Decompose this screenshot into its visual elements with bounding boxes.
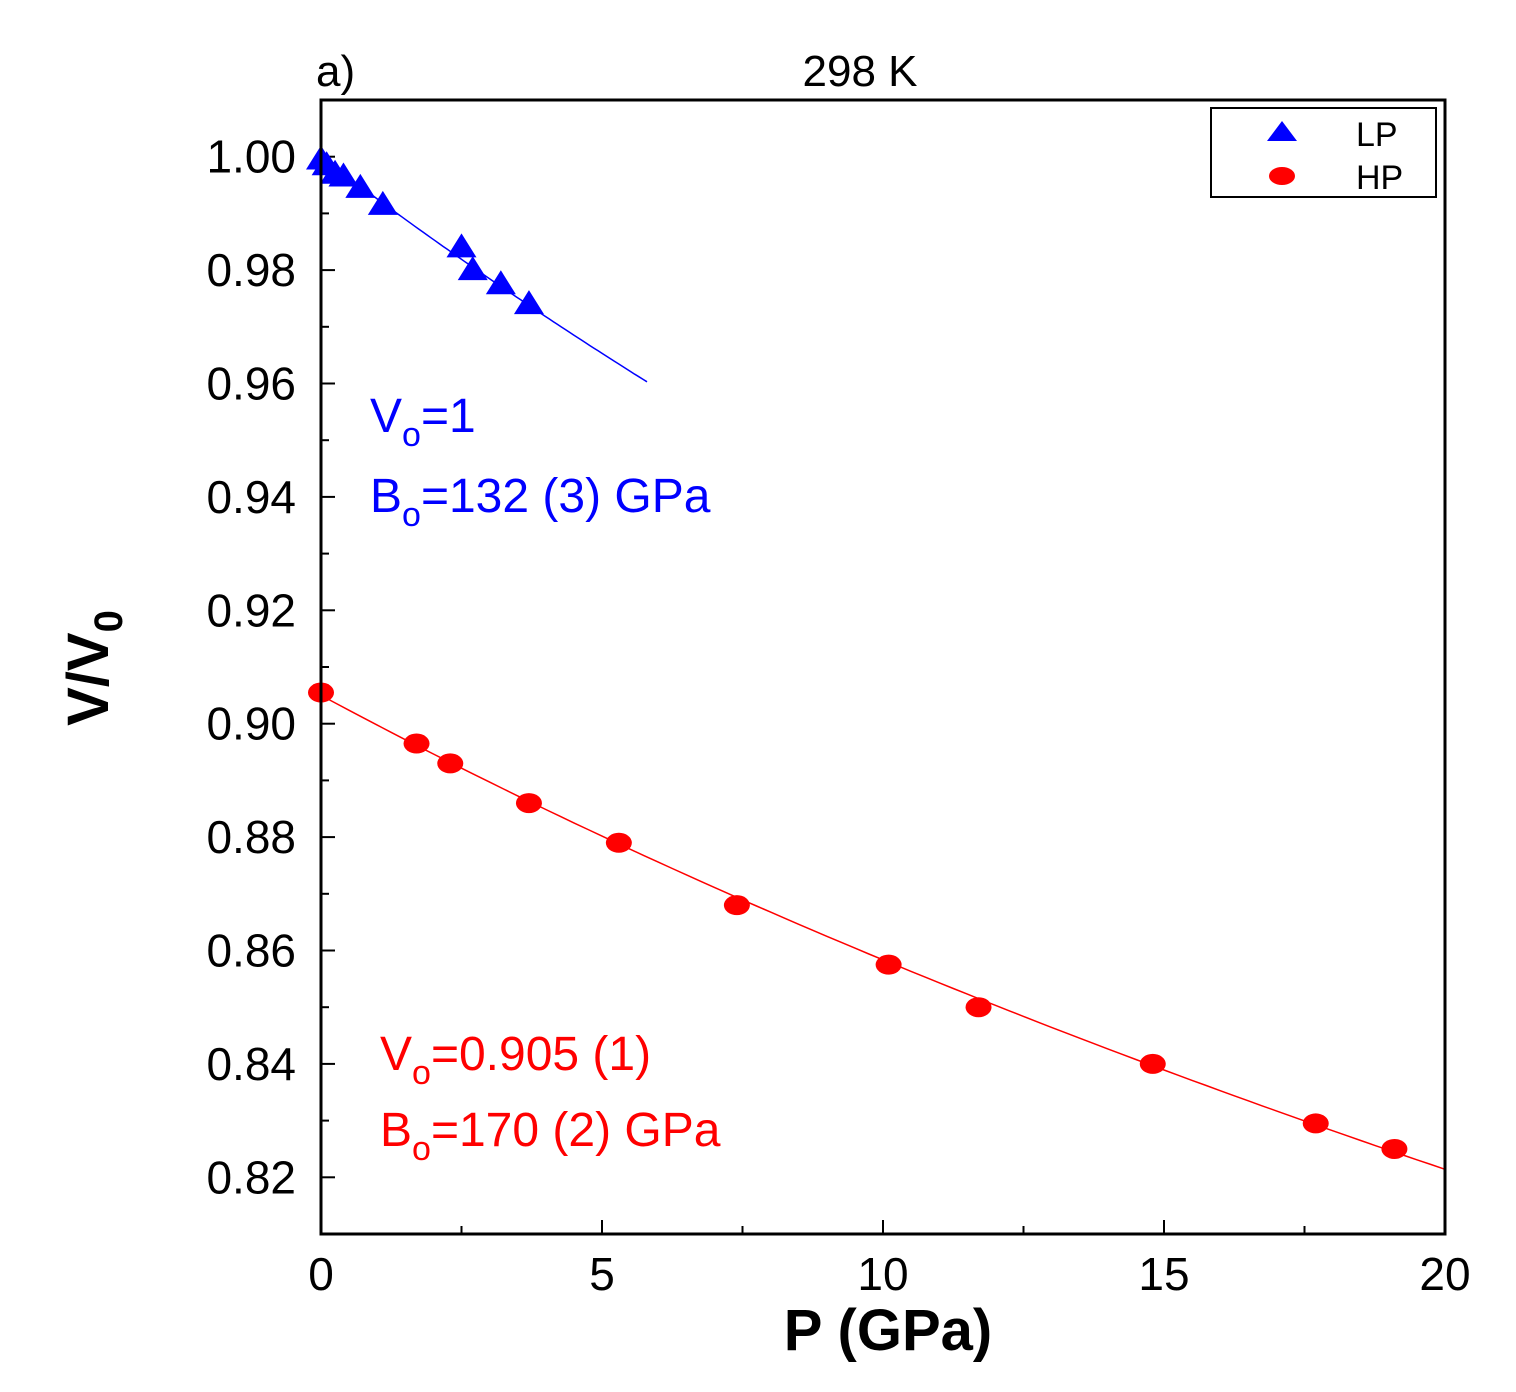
fit-curve-hp xyxy=(320,694,1446,1171)
chart-title: 298 K xyxy=(803,47,918,96)
legend-box xyxy=(1210,107,1437,198)
x-tick-labels: 0 5 10 15 20 xyxy=(308,1248,1470,1300)
fit-annotation-line: Bo=170 (2) GPa xyxy=(380,1104,721,1168)
y-tick-label: 1.00 xyxy=(206,131,296,183)
fit-annotation-line: Vo=0.905 (1) xyxy=(380,1028,651,1092)
y-tick-labels: 0.82 0.84 0.86 0.88 0.90 0.92 0.94 0.96 0.98 1.00 xyxy=(206,131,296,1204)
y-axis-title-main: V/V xyxy=(56,632,121,726)
fit-annotation-symbol: B xyxy=(380,1104,412,1157)
legend-marker-lp xyxy=(1267,121,1297,141)
data-point-lp xyxy=(485,270,516,295)
data-point-lp xyxy=(446,233,477,258)
y-axis-title-subscript: 0 xyxy=(87,610,131,632)
data-point-hp xyxy=(875,954,902,975)
y-tick-label: 0.90 xyxy=(206,698,296,750)
x-tick-label: 20 xyxy=(1419,1248,1470,1300)
data-point-lp xyxy=(345,173,376,198)
y-tick-label: 0.96 xyxy=(206,358,296,410)
x-tick-label: 0 xyxy=(308,1248,334,1300)
legend: LP HP xyxy=(1210,107,1437,198)
data-point-hp xyxy=(403,733,430,754)
y-tick-label: 0.84 xyxy=(206,1038,296,1090)
data-point-hp xyxy=(437,753,464,774)
panel-label: a) xyxy=(316,47,355,96)
y-tick-label: 0.92 xyxy=(206,584,296,636)
plot-frame xyxy=(319,98,1447,1236)
y-axis-title: V/V0 xyxy=(56,610,131,726)
fit-annotation-symbol: V xyxy=(370,390,402,443)
y-tick-label: 0.82 xyxy=(206,1151,296,1203)
fit-curves xyxy=(320,156,1446,1171)
fit-annotation-subscript: o xyxy=(402,416,421,454)
y-tick-label: 0.98 xyxy=(206,244,296,296)
fit-annotation-subscript: o xyxy=(402,496,421,534)
fit-annotation-symbol: B xyxy=(370,470,402,523)
data-point-hp xyxy=(1139,1053,1166,1074)
legend-marker-hp xyxy=(1269,167,1295,185)
x-tick-label: 10 xyxy=(857,1248,908,1300)
fit-annotation-symbol: V xyxy=(380,1028,412,1081)
x-tick-label: 5 xyxy=(589,1248,615,1300)
fit-annotation-subscript: o xyxy=(412,1054,431,1092)
y-tick-label: 0.94 xyxy=(206,471,296,523)
data-point-hp xyxy=(515,793,542,814)
fit-annotation-value: =170 (2) GPa xyxy=(431,1104,721,1157)
data-points xyxy=(306,145,1408,1159)
x-tick-label: 15 xyxy=(1138,1248,1189,1300)
data-point-lp xyxy=(457,256,488,281)
x-axis-title: P (GPa) xyxy=(784,1298,992,1363)
data-point-hp xyxy=(723,895,750,916)
data-point-hp xyxy=(1381,1138,1408,1159)
data-point-hp xyxy=(605,832,632,853)
data-point-hp xyxy=(965,997,992,1018)
fit-annotation-line: Vo=1 xyxy=(370,390,476,454)
fit-annotation-value: =132 (3) GPa xyxy=(421,470,711,523)
data-point-hp xyxy=(1302,1113,1329,1134)
data-point-lp xyxy=(328,162,359,187)
fit-annotation-value: =0.905 (1) xyxy=(431,1028,651,1081)
data-point-lp xyxy=(367,190,398,215)
fit-annotation-value: =1 xyxy=(421,390,476,443)
fit-annotation-line: Bo=132 (3) GPa xyxy=(370,470,711,534)
legend-label-hp: HP xyxy=(1356,159,1403,197)
data-point-lp xyxy=(513,290,544,315)
y-tick-label: 0.86 xyxy=(206,925,296,977)
y-tick-label: 0.88 xyxy=(206,811,296,863)
legend-label-lp: LP xyxy=(1356,116,1398,154)
fit-annotation-subscript: o xyxy=(412,1130,431,1168)
